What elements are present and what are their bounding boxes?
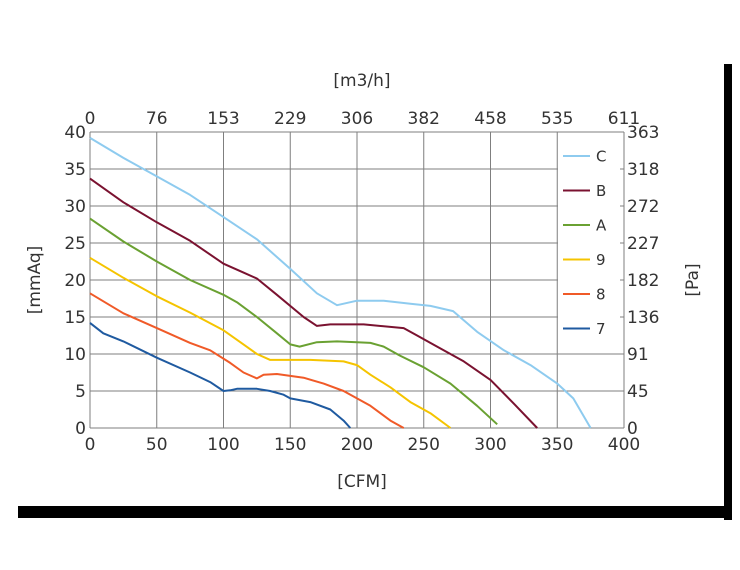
x-tick-label-top: 458 xyxy=(474,109,506,129)
left-axis-ticks: 0 5 10 15 20 25 30 35 40 xyxy=(64,123,86,439)
y-tick-label-left: 25 xyxy=(64,234,86,254)
y-tick-label-left: 15 xyxy=(64,308,86,328)
x-tick-label-top: 229 xyxy=(274,109,306,129)
x-tick-label-top: 306 xyxy=(341,109,373,129)
legend: CBA 9 8 7 xyxy=(558,143,620,341)
y-axis-title-left: [mmAq] xyxy=(25,246,45,315)
y-tick-label-right: 227 xyxy=(627,234,659,254)
legend-label-A: A xyxy=(596,217,607,235)
x-tick-label-bottom: 150 xyxy=(274,435,306,455)
y-tick-label-right: 272 xyxy=(627,197,659,217)
y-tick-label-right: 91 xyxy=(627,345,649,365)
series-line-7 xyxy=(89,322,352,429)
series-line-A xyxy=(89,217,498,426)
series-line-8 xyxy=(89,292,405,429)
x-axis-title-bottom: [CFM] xyxy=(337,472,387,492)
y-tick-label-left: 5 xyxy=(75,382,86,402)
x-tick-label-bottom: 250 xyxy=(408,435,440,455)
y-tick-label-right: 318 xyxy=(627,160,659,180)
x-tick-label-top: 382 xyxy=(408,109,440,129)
y-tick-label-right: 182 xyxy=(627,271,659,291)
y-tick-label-left: 35 xyxy=(64,160,86,180)
legend-label-9: 9 xyxy=(596,251,606,269)
y-tick-label-right: 363 xyxy=(627,123,659,143)
x-tick-label-bottom: 200 xyxy=(341,435,373,455)
x-tick-label-top: 611 xyxy=(608,109,640,129)
series-line-B xyxy=(89,177,538,429)
frame-shadow-right xyxy=(724,64,732,520)
y-tick-label-right: 45 xyxy=(627,382,649,402)
top-axis-ticks: 0 76 153 229 306 382 458 535 611 xyxy=(85,109,641,129)
legend-label-C: C xyxy=(596,148,606,166)
x-tick-label-bottom: 300 xyxy=(474,435,506,455)
x-tick-label-top: 76 xyxy=(146,109,168,129)
x-tick-label-bottom: 400 xyxy=(608,435,640,455)
right-axis-ticks: 0 45 91 136 182 227 272 318 363 xyxy=(627,123,659,439)
series-line-9 xyxy=(89,256,452,429)
y-tick-label-left: 20 xyxy=(64,271,86,291)
legend-label-B: B xyxy=(596,182,606,200)
grid-lines xyxy=(89,131,625,429)
x-tick-label-bottom: 100 xyxy=(207,435,239,455)
legend-label-8: 8 xyxy=(596,286,606,304)
series-line-C xyxy=(89,137,592,429)
x-tick-label-top: 153 xyxy=(207,109,239,129)
x-tick-label-bottom: 50 xyxy=(146,435,168,455)
y-tick-label-right: 136 xyxy=(627,308,659,328)
x-tick-label-bottom: 0 xyxy=(85,435,96,455)
y-axis-title-right: [Pa] xyxy=(683,263,703,296)
y-tick-label-left: 10 xyxy=(64,345,86,365)
y-tick-label-left: 0 xyxy=(75,419,86,439)
x-tick-label-bottom: 350 xyxy=(541,435,573,455)
frame-shadow-bottom xyxy=(18,506,732,518)
x-tick-label-top: 0 xyxy=(85,109,96,129)
legend-label-7: 7 xyxy=(596,320,606,338)
x-tick-label-top: 535 xyxy=(541,109,573,129)
bottom-axis-ticks: 0 50 100 150 200 250 300 350 400 xyxy=(85,435,641,455)
series-lines xyxy=(89,137,592,429)
legend-background xyxy=(558,143,620,341)
y-tick-label-left: 40 xyxy=(64,123,86,143)
y-tick-label-left: 30 xyxy=(64,197,86,217)
y-tick-label-right: 0 xyxy=(627,419,638,439)
x-axis-title-top: [m3/h] xyxy=(333,71,390,91)
